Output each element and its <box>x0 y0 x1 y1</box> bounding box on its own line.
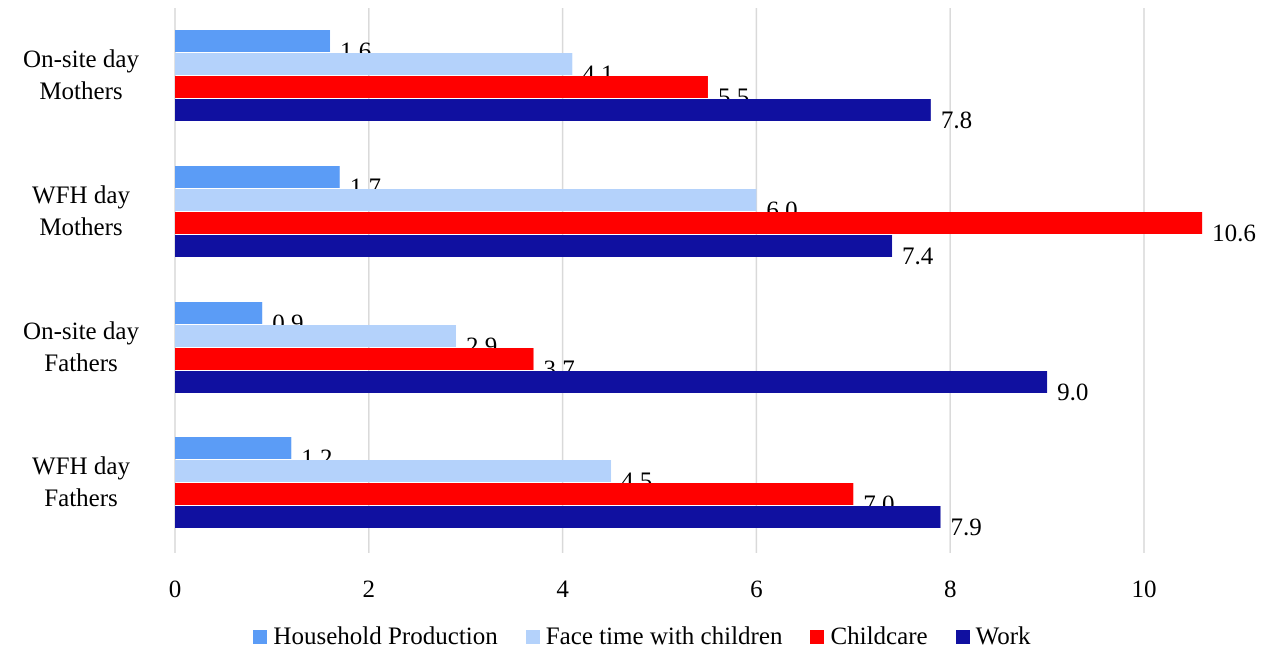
category-label-line2: Mothers <box>39 214 122 241</box>
legend-swatch <box>810 630 825 644</box>
bar-household-production <box>175 437 292 459</box>
bar-face-time-with-children <box>175 460 612 482</box>
bars: 1.64.15.57.81.76.010.67.40.92.93.79.01.2… <box>175 30 1256 541</box>
legend-label: Work <box>975 623 1031 650</box>
x-tick-labels: 0 2 4 6 8 10 <box>169 576 1157 603</box>
x-tick-label: 4 <box>556 576 569 603</box>
bar-household-production <box>175 302 263 324</box>
x-tick-label: 8 <box>944 576 957 603</box>
data-label: 9.0 <box>1057 379 1088 406</box>
bar-work <box>175 99 931 121</box>
category-label-line1: On-site day <box>23 46 139 73</box>
data-label: 7.9 <box>951 514 982 541</box>
bar-face-time-with-children <box>175 325 457 347</box>
bar-household-production <box>175 30 331 52</box>
bar-face-time-with-children <box>175 53 573 75</box>
data-label: 10.6 <box>1212 220 1256 247</box>
legend-label: Face time with children <box>545 623 783 650</box>
bar-childcare <box>175 76 708 98</box>
legend-item: Household Production <box>253 623 498 651</box>
bar-work <box>175 506 941 528</box>
x-tick-label: 10 <box>1132 576 1157 603</box>
legend-label: Household Production <box>273 623 498 650</box>
data-label: 7.4 <box>902 243 934 270</box>
category-label-line1: On-site day <box>23 318 139 345</box>
legend-swatch <box>253 630 268 644</box>
bar-childcare <box>175 212 1203 234</box>
category-labels: On-site day Mothers WFH day Mothers On-site … <box>23 46 139 512</box>
bar-face-time-with-children <box>175 189 757 211</box>
bar-childcare <box>175 348 534 370</box>
bar-childcare <box>175 483 854 505</box>
legend-label: Childcare <box>830 623 928 650</box>
legend: Household Production Face time with child… <box>0 620 1284 654</box>
legend-item: Childcare <box>810 623 928 651</box>
legend-swatch <box>525 630 540 644</box>
bar-work <box>175 235 893 257</box>
data-label: 7.8 <box>941 107 972 134</box>
bar-household-production <box>175 166 340 188</box>
category-label-line1: WFH day <box>32 453 130 480</box>
x-tick-label: 6 <box>750 576 763 603</box>
legend-item: Work <box>955 623 1031 651</box>
category-label-line2: Fathers <box>44 485 118 512</box>
category-label-line1: WFH day <box>32 182 130 209</box>
legend-item: Face time with children <box>525 623 783 651</box>
bar-work <box>175 371 1048 393</box>
category-label-line2: Fathers <box>44 350 118 377</box>
legend-swatch <box>955 630 970 644</box>
category-label-line2: Mothers <box>39 78 122 105</box>
x-tick-label: 0 <box>169 576 182 603</box>
x-tick-label: 2 <box>363 576 376 603</box>
